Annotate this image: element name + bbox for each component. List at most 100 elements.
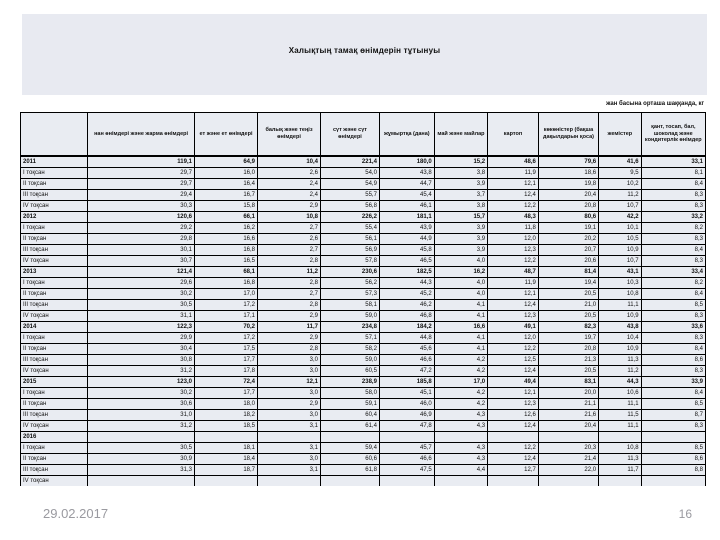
table-cell: 21,0: [537, 299, 600, 311]
table-cell: 230,6: [320, 266, 380, 278]
table-cell: 8,3: [640, 255, 707, 267]
table-cell: 12,0: [487, 332, 539, 344]
title-box: Халықтың тамақ өнімдерін тұтынуы: [22, 14, 707, 95]
table-cell: 15,7: [433, 211, 489, 223]
row-label: 2011: [19, 155, 89, 168]
table-cell: 30,3: [87, 200, 195, 212]
table-cell: 12,5: [487, 354, 539, 366]
table-cell: 59,0: [320, 354, 380, 366]
table-cell: 48,3: [487, 211, 539, 223]
table-cell: 3,0: [256, 453, 322, 465]
table-cell: 16,5: [193, 255, 259, 267]
table-cell: 3,7: [433, 189, 489, 201]
table-cell: 31,1: [87, 310, 195, 322]
table-cell: 21,1: [537, 398, 600, 410]
table-cell: 30,5: [87, 442, 195, 454]
table-cell: 10,4: [598, 332, 642, 344]
row-label: I тоқсан: [19, 167, 89, 179]
table-cell: 10,1: [598, 222, 642, 234]
table-cell: 20,3: [537, 442, 600, 454]
table-cell: 30,8: [87, 354, 195, 366]
table-cell: 3,9: [433, 178, 489, 190]
table-cell: 10,5: [598, 233, 642, 245]
table-cell: 12,2: [487, 343, 539, 355]
table-cell: 3,0: [256, 354, 322, 366]
table-cell: 122,3: [87, 321, 195, 333]
row-label: IV тоқсан: [19, 255, 89, 267]
table-cell: 2,7: [256, 288, 322, 300]
table-cell: 3,9: [433, 244, 489, 256]
table-cell: 8,5: [640, 299, 707, 311]
table-cell: 8,4: [640, 178, 707, 190]
table-cell: 8,4: [640, 343, 707, 355]
row-label: I тоқсан: [19, 442, 89, 454]
table-cell: 18,4: [193, 453, 259, 465]
table-cell: 11,1: [598, 420, 642, 432]
table-cell: 10,6: [598, 387, 642, 399]
table-cell: 3,1: [256, 442, 322, 454]
table-row: III тоқсан 30,1 16,8 2,7 56,9 45,8 3,9 12,3 20,7…: [19, 244, 707, 256]
table-cell: 11,7: [256, 321, 322, 333]
table-cell: 3,0: [256, 365, 322, 377]
table-cell: 10,9: [598, 244, 642, 256]
row-label: IV тоқсан: [19, 200, 89, 212]
table-cell: 45,4: [378, 189, 435, 201]
table-cell: 4,0: [433, 288, 489, 300]
table-cell: 18,5: [193, 420, 259, 432]
table-cell: [640, 475, 707, 486]
table-cell: [378, 475, 435, 486]
table-cell: 3,0: [256, 387, 322, 399]
table-cell: 30,1: [87, 244, 195, 256]
table-cell: 4,4: [433, 464, 489, 476]
table-cell: 120,6: [87, 211, 195, 223]
table-cell: 18,6: [537, 167, 600, 179]
table-cell: 18,7: [193, 464, 259, 476]
row-label: II тоқсан: [19, 453, 89, 465]
table-cell: 182,5: [378, 266, 435, 278]
table-cell: 119,1: [87, 155, 195, 168]
table-cell: 20,4: [537, 420, 600, 432]
table-cell: 2,6: [256, 233, 322, 245]
table-cell: 9,5: [598, 167, 642, 179]
table-cell: 58,2: [320, 343, 380, 355]
table-cell: 64,9: [193, 155, 259, 168]
table-cell: 42,2: [598, 211, 642, 223]
row-label: IV тоқсан: [19, 365, 89, 377]
table-cell: 16,6: [193, 233, 259, 245]
table-cell: 8,6: [640, 453, 707, 465]
table-cell: 180,0: [378, 155, 435, 168]
table-cell: 10,2: [598, 178, 642, 190]
table-row: II тоқсан 29,7 16,4 2,4 54,9 44,7 3,9 12,1 19,8 1…: [19, 178, 707, 190]
table-cell: 3,8: [433, 167, 489, 179]
table-cell: 2,4: [256, 189, 322, 201]
table-cell: [487, 431, 539, 443]
table-cell: 8,4: [640, 387, 707, 399]
table-cell: [193, 475, 259, 486]
table-cell: 181,1: [378, 211, 435, 223]
table-cell: 19,4: [537, 277, 600, 289]
table-cell: 30,6: [87, 398, 195, 410]
table-cell: 16,2: [433, 266, 489, 278]
table-cell: 16,8: [193, 277, 259, 289]
table-cell: 2,9: [256, 332, 322, 344]
table-cell: 57,1: [320, 332, 380, 344]
table-row: II тоқсан 30,9 18,4 3,0 60,6 46,6 4,3 12,4 21,4 1…: [19, 453, 707, 465]
table-cell: 8,5: [640, 442, 707, 454]
table-cell: [256, 431, 322, 443]
table-cell: [87, 475, 195, 486]
table-row: IV тоқсан: [19, 475, 707, 486]
table-cell: 30,2: [87, 387, 195, 399]
table-cell: 12,1: [487, 178, 539, 190]
table-cell: 4,3: [433, 420, 489, 432]
table-cell: 12,4: [487, 365, 539, 377]
table-row: 2014 122,3 70,2 11,7 234,8 184,2 16,6 49,1 82,3 4…: [19, 321, 707, 333]
table-cell: 11,2: [598, 189, 642, 201]
row-label: III тоқсан: [19, 189, 89, 201]
table-cell: 29,2: [87, 222, 195, 234]
table-cell: 20,4: [537, 189, 600, 201]
table-cell: 4,3: [433, 453, 489, 465]
table-cell: 11,8: [487, 222, 539, 234]
table-cell: 20,5: [537, 310, 600, 322]
row-label: IV тоқсан: [19, 310, 89, 322]
table-cell: 17,0: [433, 376, 489, 388]
